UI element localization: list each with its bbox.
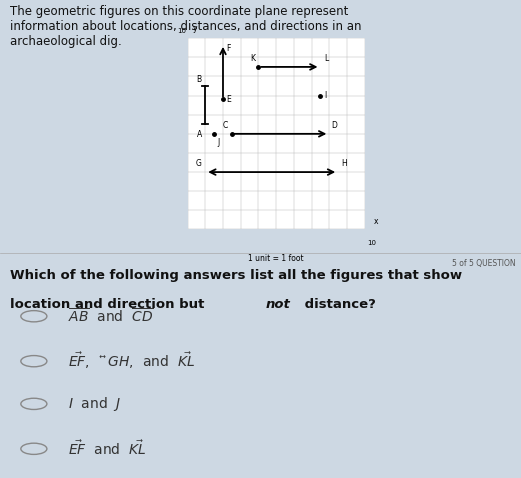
Text: 1 unit = 1 foot: 1 unit = 1 foot [249, 254, 304, 263]
Text: H: H [342, 159, 348, 168]
Text: $\vec{EF}$,   $\overleftrightarrow{GH}$,  and  $\vec{KL}$: $\vec{EF}$, $\overleftrightarrow{GH}$, a… [68, 351, 195, 371]
Text: L: L [324, 54, 328, 63]
Text: F: F [227, 44, 231, 53]
Text: location and direction but: location and direction but [10, 298, 209, 311]
Text: C: C [223, 121, 228, 130]
Text: $\overline{AB}$  and  $\overline{CD}$: $\overline{AB}$ and $\overline{CD}$ [68, 307, 154, 326]
Text: distance?: distance? [300, 298, 376, 311]
Text: 5 of 5 QUESTION: 5 of 5 QUESTION [452, 259, 516, 268]
Text: I: I [324, 91, 326, 100]
Text: not: not [266, 298, 291, 311]
Text: Which of the following answers list all the figures that show: Which of the following answers list all … [10, 269, 463, 282]
Text: A: A [196, 130, 202, 139]
Text: D: D [331, 121, 337, 130]
Text: B: B [196, 75, 202, 84]
Text: J: J [218, 138, 220, 147]
Text: G: G [196, 159, 202, 168]
Text: 10: 10 [177, 28, 186, 33]
Text: 10: 10 [367, 240, 376, 246]
Text: The geometric figures on this coordinate plane represent
information about locat: The geometric figures on this coordinate… [10, 5, 362, 48]
Text: y: y [193, 23, 197, 33]
Text: x: x [374, 217, 378, 226]
Text: E: E [227, 95, 231, 104]
Text: $\vec{EF}$  and  $\vec{KL}$: $\vec{EF}$ and $\vec{KL}$ [68, 439, 146, 458]
Text: K: K [250, 54, 255, 63]
Text: $I$  and  $J$: $I$ and $J$ [68, 395, 121, 413]
